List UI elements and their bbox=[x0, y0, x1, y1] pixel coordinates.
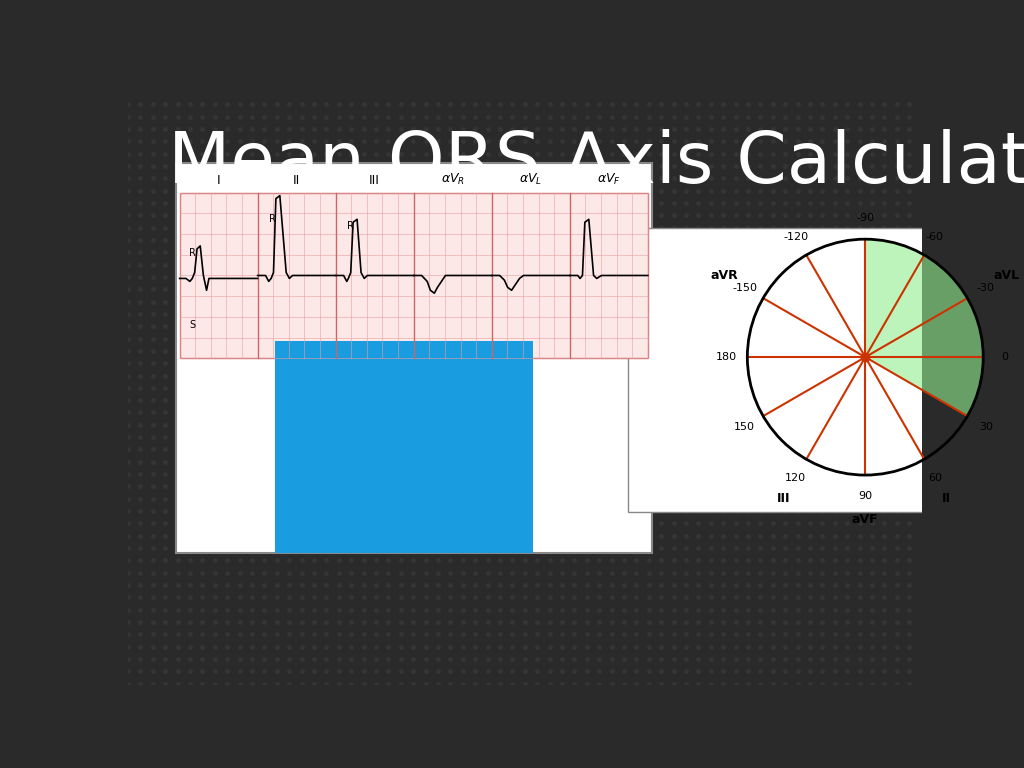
Text: S: S bbox=[189, 320, 196, 330]
Text: 0: 0 bbox=[1000, 352, 1008, 362]
Text: $\alpha V_F$: $\alpha V_F$ bbox=[597, 172, 621, 187]
Text: 120: 120 bbox=[785, 472, 806, 482]
Bar bbox=[274, 340, 532, 554]
Text: $\alpha V_R$: $\alpha V_R$ bbox=[440, 172, 465, 187]
Text: R: R bbox=[189, 247, 196, 257]
Bar bbox=[179, 193, 648, 359]
Text: -60: -60 bbox=[926, 232, 944, 242]
Wedge shape bbox=[865, 239, 983, 416]
Text: aVR: aVR bbox=[711, 270, 738, 282]
Text: aVL: aVL bbox=[993, 270, 1019, 282]
Text: 30: 30 bbox=[979, 422, 993, 432]
Text: -30: -30 bbox=[977, 283, 994, 293]
Bar bbox=[628, 228, 969, 512]
Text: -120: -120 bbox=[783, 232, 808, 242]
Text: R: R bbox=[347, 221, 353, 231]
Text: II: II bbox=[293, 174, 300, 187]
Text: Mean QRS Axis Calculation: Mean QRS Axis Calculation bbox=[168, 128, 1024, 197]
Text: 90: 90 bbox=[858, 492, 872, 502]
Text: I: I bbox=[217, 174, 220, 187]
Text: III: III bbox=[370, 174, 380, 187]
Text: R: R bbox=[268, 214, 275, 224]
Text: 180: 180 bbox=[716, 352, 736, 362]
Text: II: II bbox=[942, 492, 951, 505]
Text: 150: 150 bbox=[734, 422, 756, 432]
Text: -90: -90 bbox=[856, 213, 874, 223]
Text: III: III bbox=[777, 492, 791, 505]
FancyBboxPatch shape bbox=[176, 163, 651, 554]
Text: aVF: aVF bbox=[852, 513, 879, 526]
Text: $\alpha V_L$: $\alpha V_L$ bbox=[519, 172, 543, 187]
Text: -150: -150 bbox=[732, 283, 758, 293]
Text: 60: 60 bbox=[928, 472, 942, 482]
